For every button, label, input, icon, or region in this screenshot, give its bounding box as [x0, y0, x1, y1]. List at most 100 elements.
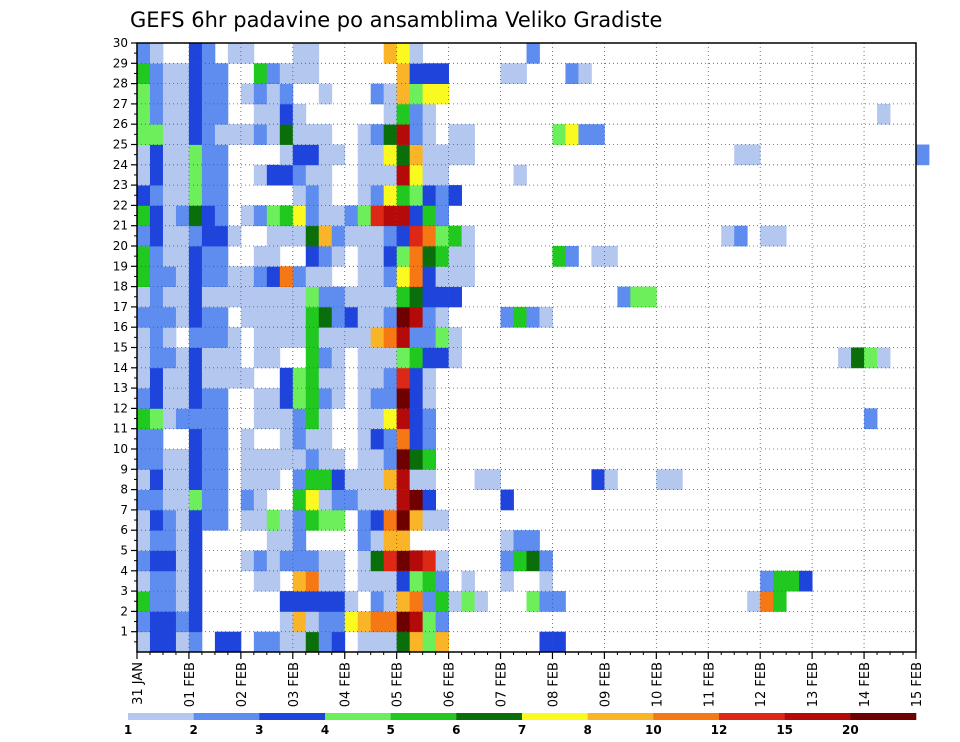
precip-cell: [383, 164, 398, 186]
precip-cell: [162, 266, 177, 287]
precip-cell: [227, 266, 242, 287]
precip-cell: [409, 449, 424, 470]
precip-cell: [292, 185, 307, 206]
grid-lines: [137, 43, 916, 652]
y-tick-label: 21: [113, 219, 128, 233]
precip-cell: [188, 347, 203, 369]
precip-cell: [227, 286, 242, 308]
precip-cell: [734, 225, 748, 247]
precip-cell: [279, 591, 294, 612]
precip-cell: [656, 469, 670, 490]
precip-cell: [448, 225, 462, 247]
x-tick-label: 07 FEB: [495, 662, 510, 707]
precip-cell: [201, 164, 216, 186]
precip-cell: [435, 286, 449, 308]
legend-swatch: [850, 713, 917, 720]
precip-cell: [292, 550, 307, 572]
precip-cell: [383, 367, 398, 389]
y-tick-label: 8: [120, 483, 128, 497]
precip-cell: [188, 570, 203, 592]
precip-cell: [539, 550, 553, 572]
precip-cell: [240, 469, 255, 490]
precip-cell: [409, 631, 424, 653]
precip-cell: [137, 591, 151, 612]
y-tick-label: 25: [113, 138, 128, 152]
precip-cell: [175, 144, 190, 166]
precip-cell: [201, 347, 216, 369]
precip-cell: [188, 144, 203, 166]
precip-cell: [253, 449, 268, 470]
precip-cell: [253, 388, 268, 409]
precip-cell: [318, 489, 333, 511]
precip-cell: [500, 570, 514, 592]
precip-cell: [201, 43, 216, 64]
precip-cell: [266, 124, 281, 145]
precip-cell: [604, 469, 618, 490]
precip-cell: [370, 570, 385, 592]
precip-cell: [188, 631, 203, 653]
precip-cell: [383, 266, 398, 287]
precip-cell: [201, 489, 216, 511]
precip-cell: [383, 246, 398, 267]
precip-cell: [175, 185, 190, 206]
precip-cell: [409, 103, 424, 125]
precip-cell: [162, 591, 177, 612]
precip-cell: [344, 286, 359, 308]
y-tick-label: 30: [113, 36, 128, 50]
precip-cell: [331, 611, 346, 633]
y-tick-label: 24: [113, 158, 128, 172]
precip-cell: [162, 327, 177, 348]
precip-cell: [175, 124, 190, 145]
precip-cell: [305, 185, 320, 206]
precip-cell: [305, 43, 320, 64]
precip-cell: [188, 63, 203, 84]
precip-cell: [175, 591, 190, 612]
precip-cell: [773, 570, 787, 592]
precip-cell: [201, 509, 216, 531]
precip-cell: [760, 591, 774, 612]
precip-cell: [279, 509, 294, 531]
precip-cell: [149, 266, 164, 287]
precip-cell: [409, 43, 424, 64]
x-tick-label: 31 JAN: [131, 662, 146, 705]
precip-cell: [409, 205, 424, 227]
precip-cell: [188, 367, 203, 389]
chart-title: GEFS 6hr padavine po ansamblima Veliko G…: [130, 8, 662, 32]
precip-cell: [175, 469, 190, 490]
precip-cell: [162, 205, 177, 227]
precip-cell: [305, 550, 320, 572]
y-tick-label: 29: [113, 56, 128, 70]
precip-cell: [630, 286, 644, 308]
precip-cell: [253, 124, 268, 145]
precip-cell: [552, 631, 566, 653]
precip-cell: [370, 631, 385, 653]
precip-cell: [175, 367, 190, 389]
precip-cell: [175, 509, 190, 531]
precip-cell: [266, 327, 281, 348]
precip-cell: [188, 164, 203, 186]
precip-cell: [149, 591, 164, 612]
precip-cell: [149, 509, 164, 531]
precip-cell: [318, 469, 333, 490]
precip-cell: [422, 286, 437, 308]
precip-cell: [292, 367, 307, 389]
legend-swatch: [259, 713, 326, 720]
precip-cell: [383, 327, 398, 348]
precip-cell: [539, 631, 553, 653]
precip-cell: [214, 327, 229, 348]
precip-cell: [240, 306, 255, 328]
precip-cell: [305, 367, 320, 389]
precip-cell: [578, 63, 592, 84]
precip-cell: [279, 124, 294, 145]
precip-cell: [331, 327, 346, 348]
y-tick-label: 28: [113, 77, 128, 91]
precip-cell: [149, 489, 164, 511]
precip-cell: [201, 103, 216, 125]
precip-cell: [331, 591, 346, 612]
precip-cell: [162, 367, 177, 389]
precip-cell: [149, 306, 164, 328]
precip-cell: [370, 306, 385, 328]
y-tick-label: 13: [113, 381, 128, 395]
precip-cell: [357, 164, 372, 186]
precip-cell: [279, 205, 294, 227]
